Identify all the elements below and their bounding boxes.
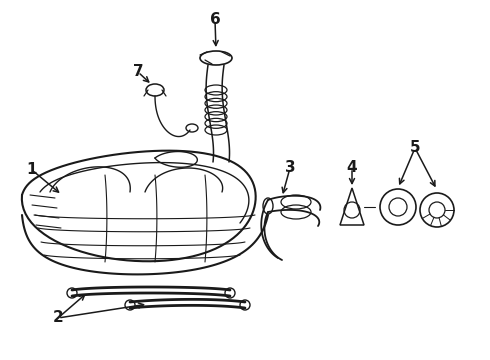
Text: 1: 1 [27, 162, 37, 177]
Text: 2: 2 [52, 310, 63, 325]
Text: 4: 4 [347, 161, 357, 175]
Text: 5: 5 [410, 140, 420, 156]
Text: 7: 7 [133, 64, 143, 80]
Text: 6: 6 [210, 13, 220, 27]
Text: 3: 3 [285, 161, 295, 175]
